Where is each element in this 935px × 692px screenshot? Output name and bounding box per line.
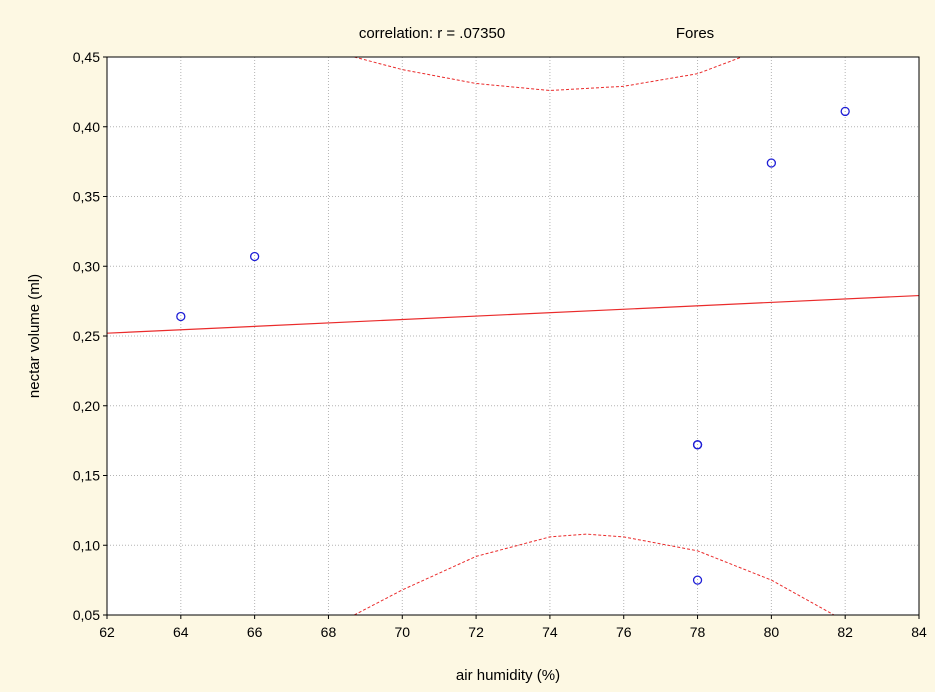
x-tick-label: 82 <box>837 624 853 640</box>
y-axis-ticks: 0,05 0,10 0,15 0,20 0,25 0,30 0,35 0,40 0,45 <box>73 49 107 623</box>
x-tick-label: 64 <box>173 624 189 640</box>
y-tick-label: 0,30 <box>73 258 100 274</box>
data-point <box>176 311 186 322</box>
data-point <box>840 106 850 117</box>
x-tick-label: 84 <box>911 624 927 640</box>
x-tick-label: 66 <box>247 624 263 640</box>
regression-line <box>107 294 919 334</box>
y-tick-label: 0,35 <box>73 189 100 205</box>
x-axis-ticks: 62 64 66 68 70 72 74 76 78 80 82 84 <box>99 615 927 640</box>
y-axis-title: nectar volume (ml) <box>26 274 43 398</box>
data-point <box>249 251 260 262</box>
x-tick-label: 78 <box>690 624 706 640</box>
chart-title: correlation: r = .07350 <box>359 25 505 42</box>
chart-subtitle: Fores <box>676 25 714 42</box>
y-tick-label: 0,10 <box>73 537 100 553</box>
confidence-band-upper <box>354 57 742 92</box>
x-tick-label: 70 <box>394 624 410 640</box>
x-tick-label: 74 <box>542 624 558 640</box>
x-tick-label: 68 <box>321 624 337 640</box>
y-tick-label: 0,15 <box>73 468 100 484</box>
data-point <box>692 440 703 450</box>
confidence-band <box>354 57 835 615</box>
data-points <box>176 106 850 585</box>
x-tick-label: 80 <box>764 624 780 640</box>
confidence-band-lower <box>354 533 835 615</box>
y-tick-label: 0,20 <box>73 398 100 414</box>
data-point <box>692 575 703 585</box>
x-tick-label: 62 <box>99 624 115 640</box>
x-axis-title: air humidity (%) <box>456 667 560 684</box>
y-tick-label: 0,05 <box>73 607 100 623</box>
y-tick-label: 0,45 <box>73 49 100 65</box>
data-point <box>766 158 777 168</box>
x-tick-label: 72 <box>468 624 484 640</box>
x-tick-label: 76 <box>616 624 632 640</box>
grid <box>107 57 919 615</box>
y-tick-label: 0,25 <box>73 328 100 344</box>
regression-layer <box>107 294 919 334</box>
y-tick-label: 0,40 <box>73 119 100 135</box>
